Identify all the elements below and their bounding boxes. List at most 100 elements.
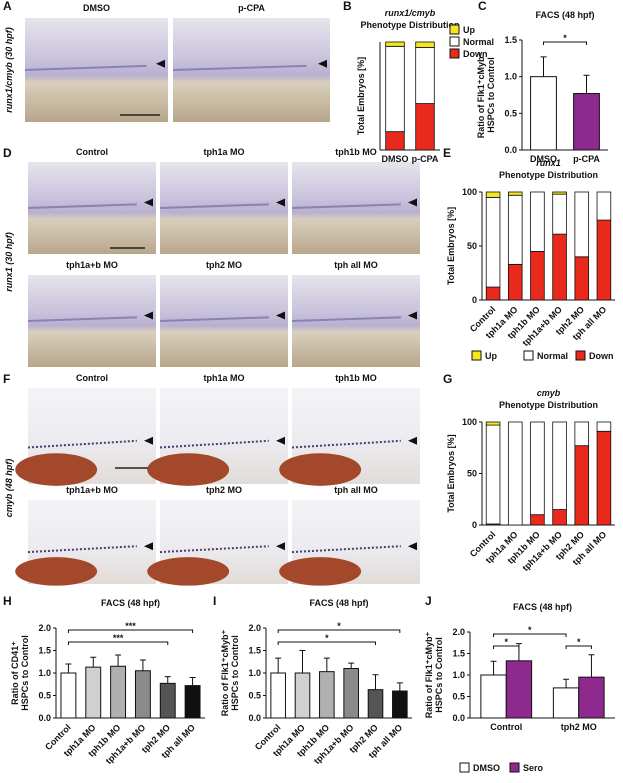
panel-letter: F bbox=[3, 372, 10, 386]
bar-segment bbox=[385, 45, 405, 133]
error-bar bbox=[275, 657, 282, 673]
significance-bracket bbox=[493, 633, 567, 637]
panel-letter: H bbox=[3, 594, 12, 608]
yolk bbox=[15, 557, 98, 586]
bar bbox=[578, 676, 605, 719]
bar-segment bbox=[574, 421, 590, 447]
y-tick-label: 1.0 bbox=[248, 668, 261, 678]
error-bar bbox=[164, 676, 171, 684]
y-tick-label: 1.5 bbox=[38, 646, 51, 656]
y-axis-label: HSPCs to Control bbox=[230, 635, 240, 711]
bar-segment bbox=[485, 424, 501, 525]
vessel bbox=[172, 64, 307, 71]
bar-segment bbox=[415, 47, 435, 104]
y-tick-label: 1.0 bbox=[38, 668, 51, 678]
bar bbox=[573, 93, 600, 151]
arrowhead bbox=[276, 436, 285, 445]
bar-segment bbox=[507, 191, 523, 196]
error-bar bbox=[115, 654, 122, 667]
chart-title: FACS (48 hpf) bbox=[101, 598, 160, 608]
bar bbox=[159, 682, 176, 719]
yolk bbox=[279, 557, 362, 586]
image-label: tph1b MO bbox=[335, 147, 377, 157]
y-tick-label: 0.5 bbox=[504, 108, 517, 118]
bar bbox=[392, 690, 408, 719]
legend-swatch bbox=[449, 48, 460, 59]
image-label: tph all MO bbox=[334, 260, 378, 270]
chart-subtitle: Phenotype Distribution bbox=[499, 170, 598, 180]
chart-title: FACS (48 hpf) bbox=[535, 10, 594, 20]
significance-bracket bbox=[67, 641, 169, 645]
error-bar bbox=[372, 674, 379, 690]
bar-segment bbox=[485, 421, 501, 426]
bar-segment bbox=[385, 131, 405, 151]
panel-letter: I bbox=[213, 594, 216, 608]
bar-segment bbox=[415, 41, 435, 48]
bar-segment bbox=[596, 219, 612, 301]
image-ylabel: runx1/cmyb (30 hpf) bbox=[4, 27, 14, 113]
legend-label: Down bbox=[589, 351, 614, 361]
y-tick-label: 0.5 bbox=[452, 692, 465, 702]
bar-segment bbox=[530, 250, 545, 301]
error-bar bbox=[583, 74, 590, 94]
y-axis-label: Total Embryos [%] bbox=[356, 57, 366, 135]
y-tick-label: 100 bbox=[462, 187, 477, 197]
vessel bbox=[291, 203, 401, 209]
bar-segment bbox=[530, 514, 545, 526]
y-tick-label: 0.0 bbox=[38, 713, 51, 723]
error-bar bbox=[323, 657, 330, 672]
y-tick-label: 2.0 bbox=[452, 627, 465, 637]
bar-segment bbox=[596, 421, 612, 432]
image-ylabel: runx1 (30 hpf) bbox=[4, 232, 14, 292]
y-tick-label: 100 bbox=[462, 417, 477, 427]
error-bar bbox=[588, 654, 595, 678]
significance-bracket bbox=[277, 641, 376, 645]
legend-label: Normal bbox=[463, 37, 494, 47]
legend-label: Normal bbox=[537, 351, 568, 361]
bar-segment bbox=[507, 421, 523, 526]
y-tick-label: 0.5 bbox=[248, 691, 261, 701]
bar-segment bbox=[552, 193, 567, 235]
vessel bbox=[159, 203, 269, 209]
y-tick-label: 1.5 bbox=[504, 35, 517, 45]
y-axis-label: HSPCs to Control bbox=[486, 57, 496, 133]
y-tick-label: 0 bbox=[472, 295, 477, 305]
significance-bracket bbox=[493, 645, 520, 649]
vessel bbox=[27, 203, 137, 209]
chart-subtitle: Phenotype Distribution bbox=[499, 400, 598, 410]
y-axis-label: Ratio of Flk1⁺cMyb⁺ bbox=[220, 629, 230, 716]
bar-segment bbox=[530, 191, 545, 252]
bar-segment bbox=[507, 263, 523, 301]
legend-swatch bbox=[471, 350, 482, 361]
arrowhead bbox=[408, 542, 417, 551]
bar bbox=[480, 674, 507, 719]
image-label: tph1a+b MO bbox=[66, 260, 118, 270]
chart-title: FACS (48 hpf) bbox=[309, 598, 368, 608]
significance-label: *** bbox=[125, 621, 136, 631]
significance-bracket bbox=[67, 629, 194, 633]
legend-label: Up bbox=[485, 351, 497, 361]
bar-segment bbox=[530, 421, 545, 516]
bar-segment bbox=[574, 191, 590, 258]
legend-swatch bbox=[449, 36, 460, 47]
panel-letter: G bbox=[443, 372, 452, 386]
image-ylabel: cmyb (48 hpf) bbox=[4, 459, 14, 518]
bar-segment bbox=[385, 41, 405, 47]
y-tick-label: 0.0 bbox=[504, 145, 517, 155]
significance-label: * bbox=[504, 637, 508, 647]
error-bar bbox=[490, 660, 497, 675]
bar-segment bbox=[552, 421, 567, 510]
y-tick-label: 1.5 bbox=[452, 649, 465, 659]
significance-bracket bbox=[543, 41, 587, 45]
legend-label: Down bbox=[463, 49, 488, 59]
bar-segment bbox=[596, 430, 612, 526]
significance-label: *** bbox=[113, 633, 124, 643]
arrowhead bbox=[144, 311, 153, 320]
x-tick-label: DMSO bbox=[530, 154, 557, 164]
yolk bbox=[279, 453, 362, 486]
legend-swatch bbox=[523, 350, 534, 361]
bar-segment bbox=[596, 191, 612, 221]
arrowhead bbox=[276, 198, 285, 207]
arrowhead bbox=[156, 59, 165, 68]
